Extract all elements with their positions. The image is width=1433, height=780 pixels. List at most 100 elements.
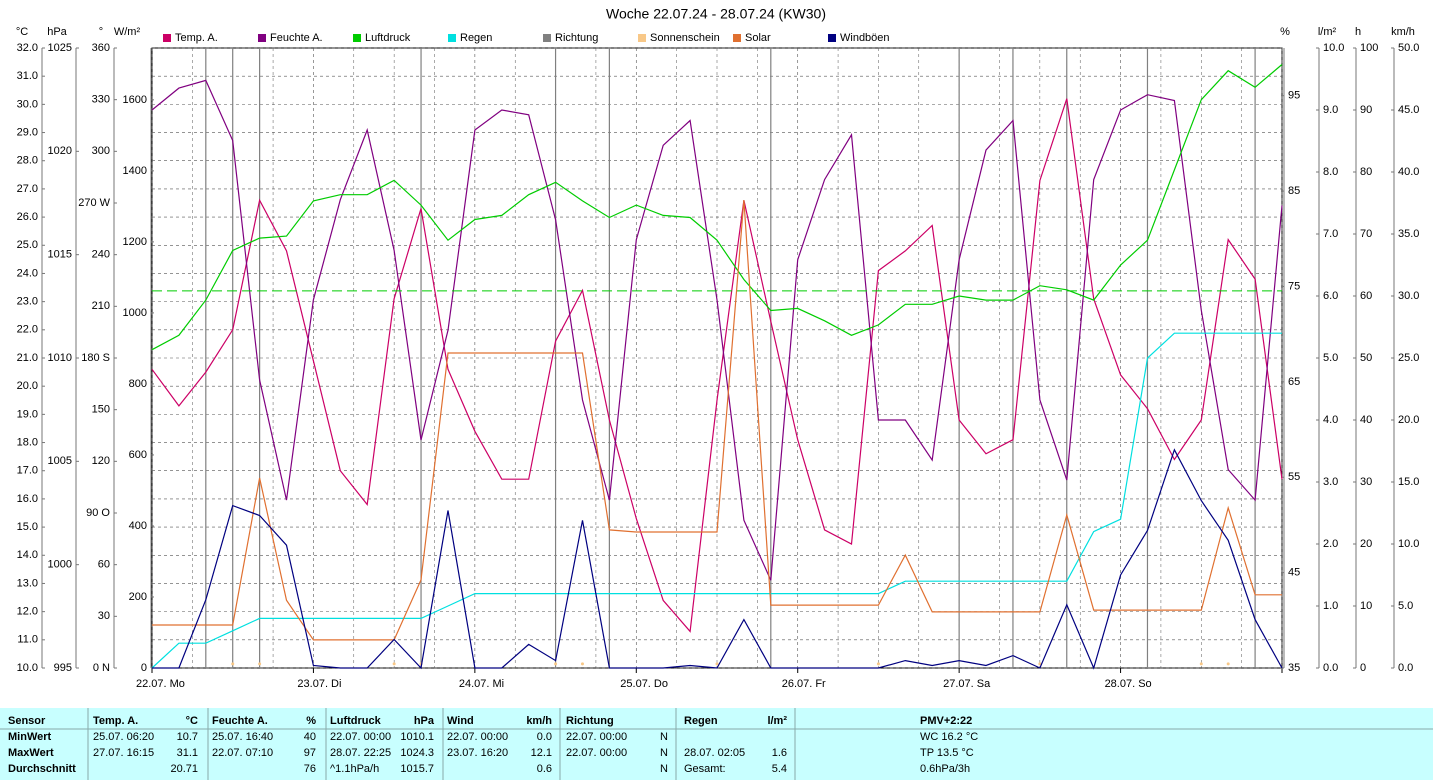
y-tick-label: 40	[1360, 414, 1372, 426]
y-tick-label: 5.0	[1398, 600, 1413, 612]
y-tick-label: 85	[1288, 185, 1300, 197]
y-tick-label: 1400	[123, 165, 147, 177]
table-header-unit: km/h	[526, 715, 552, 727]
table-header: Feuchte A.	[212, 715, 268, 727]
y-tick-label: 20.0	[17, 380, 38, 392]
legend-swatch	[733, 34, 741, 42]
y-tick-label: 70	[1360, 228, 1372, 240]
table-header-unit: hPa	[414, 715, 435, 727]
table-cell-value: 31.1	[177, 747, 198, 759]
y-tick-label: 1.0	[1323, 600, 1338, 612]
y-tick-label: 270 W	[78, 197, 110, 209]
y-tick-label: 60	[98, 559, 110, 571]
y-tick-label: 16.0	[17, 493, 38, 505]
legend-label: Regen	[460, 32, 492, 44]
table-cell-value: 1010.1	[400, 731, 434, 743]
y-tick-label: 180 S	[81, 352, 110, 364]
table-header-unit: °C	[186, 715, 198, 727]
table-cell-value: 20.71	[170, 763, 198, 775]
legend-swatch	[543, 34, 551, 42]
y-tick-label: 24.0	[17, 267, 38, 279]
table-header: Regen	[684, 715, 718, 727]
y-tick-label: 50.0	[1398, 42, 1419, 54]
y-tick-label: 0.0	[1323, 662, 1338, 674]
y-tick-label: 15.0	[17, 521, 38, 533]
table-cell-value: 10.7	[177, 731, 198, 743]
axis-unit: h	[1355, 26, 1361, 38]
y-tick-label: 3.0	[1323, 476, 1338, 488]
y-tick-label: 1600	[123, 94, 147, 106]
y-tick-label: 95	[1288, 90, 1300, 102]
table-cell-value: 12.1	[531, 747, 552, 759]
table-cell: WC 16.2 °C	[920, 731, 978, 743]
legend-swatch	[258, 34, 266, 42]
y-tick-label: 1015	[48, 249, 72, 261]
legend-label: Windböen	[840, 32, 890, 44]
y-tick-label: 1000	[48, 559, 72, 571]
y-tick-label: 90	[1360, 104, 1372, 116]
y-tick-label: 90 O	[86, 507, 110, 519]
y-tick-label: 23.0	[17, 296, 38, 308]
table-cell-time: 22.07. 00:00	[566, 731, 627, 743]
y-tick-label: 6.0	[1323, 290, 1338, 302]
y-tick-label: 35	[1288, 662, 1300, 674]
table-cell: 0.6hPa/3h	[920, 763, 970, 775]
table-cell-value: 1015.7	[400, 763, 434, 775]
legend-swatch	[448, 34, 456, 42]
y-tick-label: 100	[1360, 42, 1378, 54]
y-tick-label: 15.0	[1398, 476, 1419, 488]
y-tick-label: 75	[1288, 280, 1300, 292]
y-tick-label: 17.0	[17, 465, 38, 477]
axis-unit: W/m²	[114, 26, 141, 38]
table-cell-time: 25.07. 16:40	[212, 731, 273, 743]
y-tick-label: 29.0	[17, 126, 38, 138]
y-tick-label: 1025	[48, 42, 72, 54]
y-tick-label: 10.0	[17, 662, 38, 674]
y-tick-label: 28.0	[17, 155, 38, 167]
y-tick-label: 4.0	[1323, 414, 1338, 426]
y-tick-label: 30.0	[17, 98, 38, 110]
legend-swatch	[638, 34, 646, 42]
y-tick-label: 995	[54, 662, 72, 674]
y-tick-label: 30.0	[1398, 290, 1419, 302]
table-cell-value: 40	[304, 731, 316, 743]
y-tick-label: 8.0	[1323, 166, 1338, 178]
table-header: Richtung	[566, 715, 614, 727]
y-tick-label: 120	[92, 455, 110, 467]
table-cell-value: 0.0	[537, 731, 552, 743]
table-row-label: Durchschnitt	[8, 763, 76, 775]
x-tick-label: 25.07. Do	[620, 678, 668, 690]
y-tick-label: 80	[1360, 166, 1372, 178]
table-row-label: MinWert	[8, 731, 52, 743]
y-tick-label: 150	[92, 404, 110, 416]
table-cell-time: 27.07. 16:15	[93, 747, 154, 759]
sunshine-dot	[258, 662, 262, 666]
sunshine-dot	[1038, 662, 1042, 666]
legend-swatch	[828, 34, 836, 42]
y-tick-label: 19.0	[17, 408, 38, 420]
table-cell-value: 97	[304, 747, 316, 759]
y-tick-label: 50	[1360, 352, 1372, 364]
stats-table-background	[0, 708, 1433, 780]
y-tick-label: 10.0	[1398, 538, 1419, 550]
table-cell-time: Gesamt:	[684, 763, 726, 775]
y-tick-label: 10.0	[1323, 42, 1344, 54]
table-cell-value: N	[660, 747, 668, 759]
series-line	[151, 98, 1283, 633]
table-row-label: MaxWert	[8, 747, 54, 759]
y-tick-label: 18.0	[17, 436, 38, 448]
legend-label: Luftdruck	[365, 32, 411, 44]
series-line	[152, 448, 1283, 670]
table-cell-time: 22.07. 07:10	[212, 747, 273, 759]
table-cell-value: 1.6	[772, 747, 787, 759]
y-tick-label: 35.0	[1398, 228, 1419, 240]
table-header-unit: l/m²	[767, 715, 787, 727]
y-tick-label: 200	[129, 591, 147, 603]
chart-title: Woche 22.07.24 - 28.07.24 (KW30)	[606, 6, 826, 22]
y-tick-label: 300	[92, 145, 110, 157]
axis-unit: km/h	[1391, 26, 1415, 38]
table-cell: TP 13.5 °C	[920, 747, 974, 759]
y-tick-label: 12.0	[17, 606, 38, 618]
series-line	[152, 199, 1282, 641]
